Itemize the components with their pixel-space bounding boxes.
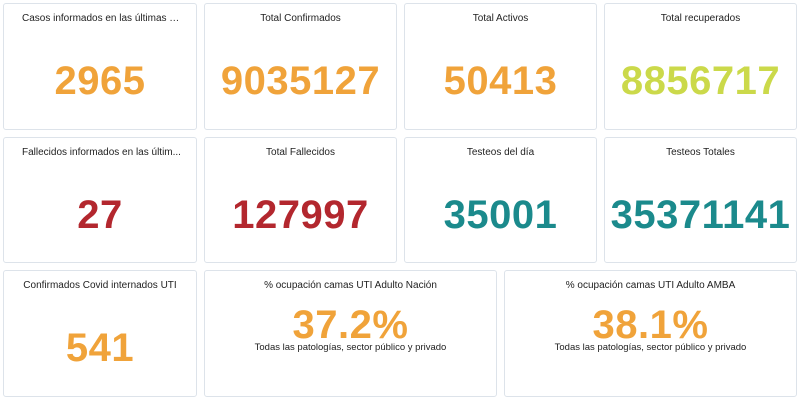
card-title: Fallecidos informados en las últim... bbox=[22, 147, 181, 158]
card-title: Testeos Totales bbox=[666, 147, 735, 158]
card-title: Casos informados en las últimas 2... bbox=[22, 13, 182, 24]
card-title: % ocupación camas UTI Adulto Nación bbox=[264, 280, 437, 291]
card-value: 9035127 bbox=[220, 59, 381, 103]
card-value: 38.1% bbox=[592, 303, 709, 347]
card-value: 35371141 bbox=[610, 193, 791, 237]
card-title: Total recuperados bbox=[660, 13, 741, 24]
card-title: Total Fallecidos bbox=[266, 147, 335, 158]
card-title: Total Activos bbox=[472, 13, 529, 24]
card-ocupacion-uti-nacion[interactable]: % ocupación camas UTI Adulto Nación 37.2… bbox=[204, 270, 497, 397]
card-internados-uti[interactable]: Confirmados Covid internados UTI 541 bbox=[3, 270, 197, 397]
card-testeos-del-dia[interactable]: Testeos del día 35001 bbox=[404, 137, 597, 263]
card-fallecidos-ultimas-24h[interactable]: Fallecidos informados en las últim... 27 bbox=[3, 137, 197, 263]
card-value: 27 bbox=[77, 193, 123, 237]
card-value: 37.2% bbox=[292, 303, 409, 347]
card-value: 127997 bbox=[232, 193, 369, 237]
card-testeos-totales[interactable]: Testeos Totales 35371141 bbox=[604, 137, 797, 263]
card-ocupacion-uti-amba[interactable]: % ocupación camas UTI Adulto AMBA 38.1% … bbox=[504, 270, 797, 397]
card-value: 2965 bbox=[54, 59, 146, 103]
card-subtitle: Todas las patologías, sector público y p… bbox=[554, 342, 747, 353]
card-value: 8856717 bbox=[620, 59, 781, 103]
card-value: 541 bbox=[65, 326, 135, 370]
card-title: % ocupación camas UTI Adulto AMBA bbox=[565, 280, 736, 291]
card-value: 35001 bbox=[443, 193, 558, 237]
card-title: Confirmados Covid internados UTI bbox=[23, 280, 177, 291]
card-total-recuperados[interactable]: Total recuperados 8856717 bbox=[604, 3, 797, 130]
card-total-fallecidos[interactable]: Total Fallecidos 127997 bbox=[204, 137, 397, 263]
card-total-activos[interactable]: Total Activos 50413 bbox=[404, 3, 597, 130]
card-title: Total Confirmados bbox=[260, 13, 341, 24]
card-subtitle: Todas las patologías, sector público y p… bbox=[254, 342, 447, 353]
card-casos-ultimas-24h[interactable]: Casos informados en las últimas 2... 296… bbox=[3, 3, 197, 130]
card-title: Testeos del día bbox=[466, 147, 535, 158]
card-total-confirmados[interactable]: Total Confirmados 9035127 bbox=[204, 3, 397, 130]
card-value: 50413 bbox=[443, 59, 558, 103]
